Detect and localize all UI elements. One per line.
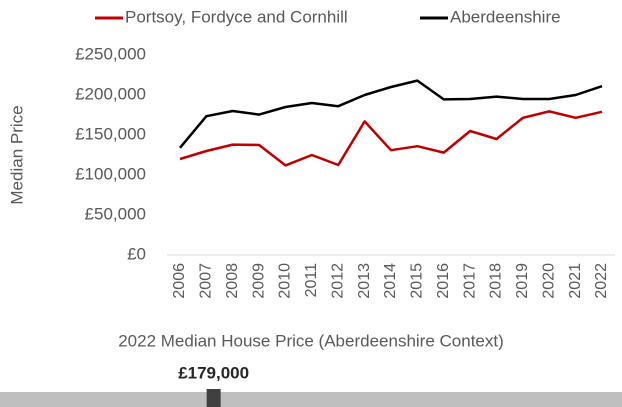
x-tick-label: 2014 — [382, 263, 399, 299]
y-tick-label: £200,000 — [75, 84, 146, 103]
series-line — [179, 79, 603, 149]
x-tick-label: 2013 — [356, 263, 373, 299]
x-tick-label: 2010 — [277, 263, 294, 299]
context-title: 2022 Median House Price (Aberdeenshire C… — [118, 331, 504, 350]
series-line — [179, 110, 603, 167]
y-tick-label: £150,000 — [75, 124, 146, 143]
value-marker — [206, 389, 221, 407]
x-tick-label: 2006 — [171, 263, 188, 299]
y-tick-label: £100,000 — [75, 164, 146, 183]
x-tick-label: 2015 — [409, 263, 426, 299]
x-tick-label: 2008 — [224, 263, 241, 299]
value-label: £179,000 — [178, 363, 249, 382]
x-tick-label: 2011 — [303, 263, 320, 298]
x-tick-label: 2017 — [461, 263, 478, 299]
x-tick-label: 2021 — [567, 263, 584, 299]
legend-label: Portsoy, Fordyce and Cornhill — [125, 7, 348, 26]
x-tick-label: 2019 — [514, 263, 531, 299]
x-tick-label: 2016 — [435, 263, 452, 299]
y-tick-label: £0 — [127, 244, 146, 263]
x-tick-label: 2022 — [593, 263, 610, 299]
y-tick-label: £250,000 — [75, 44, 146, 63]
y-tick-label: £50,000 — [85, 204, 146, 223]
y-axis-label: Median Price — [7, 105, 26, 204]
x-tick-label: 2007 — [198, 263, 215, 299]
legend-label: Aberdeenshire — [450, 7, 561, 26]
x-tick-label: 2018 — [488, 263, 505, 299]
x-tick-label: 2009 — [250, 263, 267, 299]
x-tick-label: 2012 — [329, 263, 346, 299]
range-bar — [0, 392, 622, 407]
x-tick-label: 2020 — [540, 263, 557, 299]
